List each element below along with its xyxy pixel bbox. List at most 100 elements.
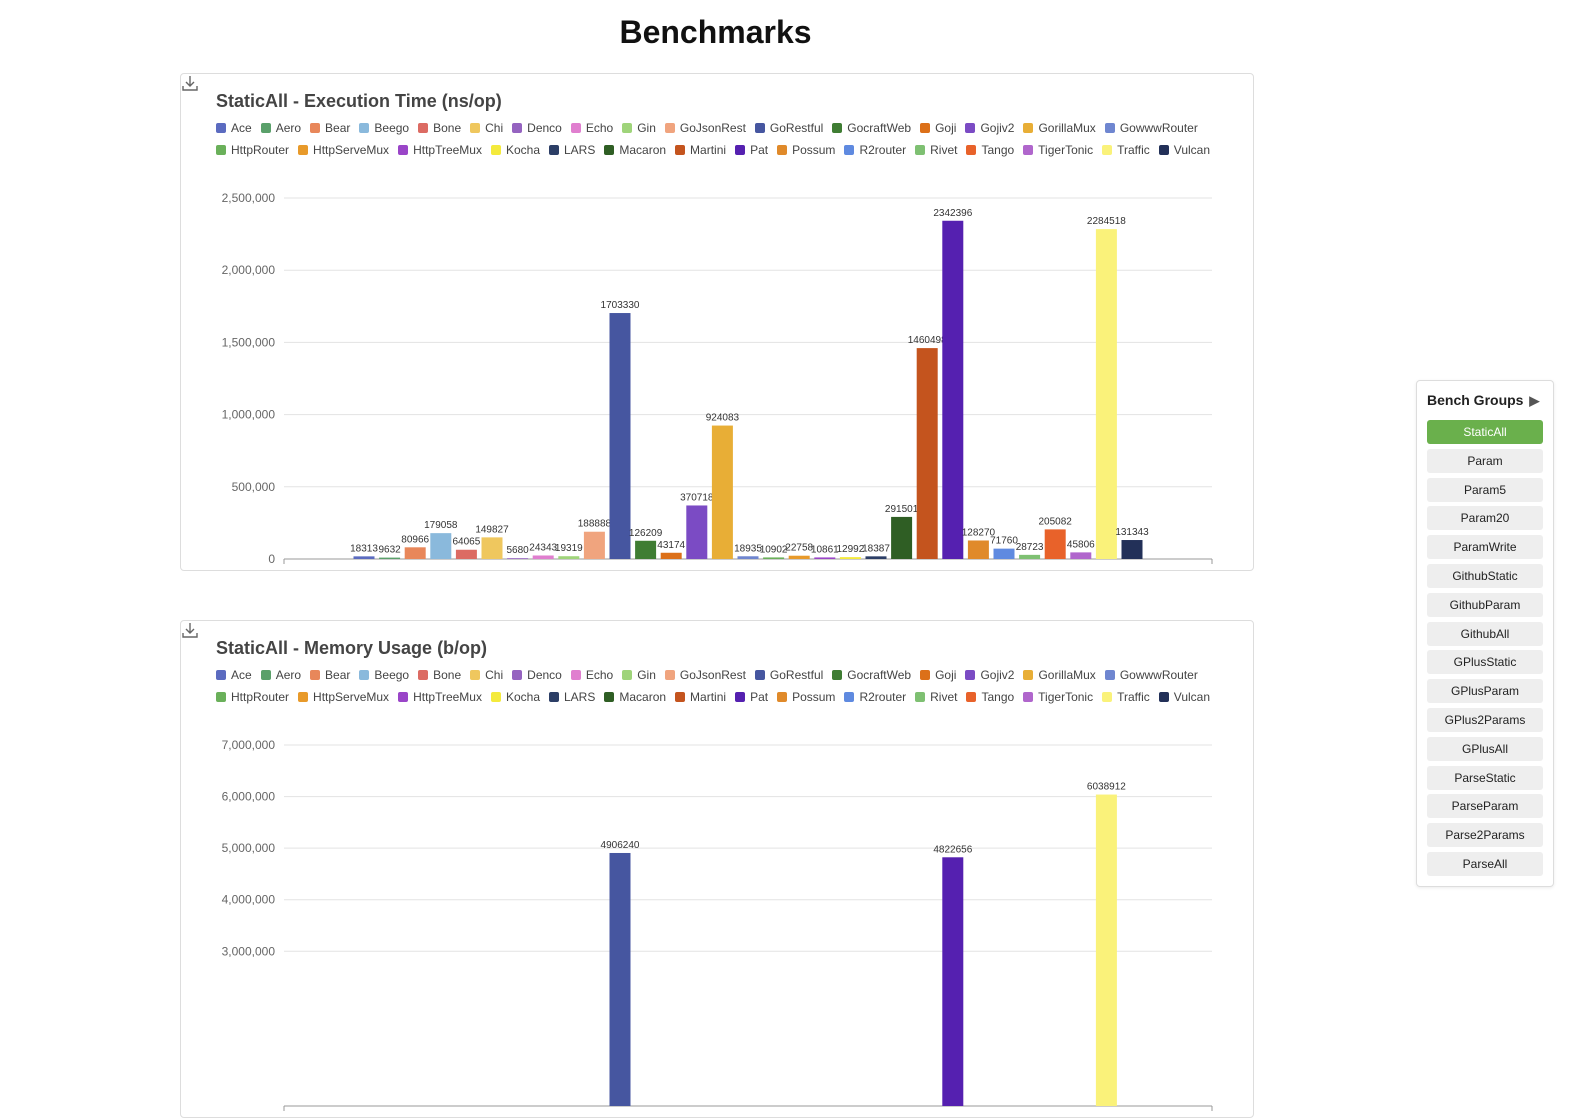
legend-item[interactable]: Bear xyxy=(310,120,350,136)
legend-item[interactable]: HttpTreeMux xyxy=(398,689,482,705)
legend-item[interactable]: Tango xyxy=(966,689,1014,705)
legend-item[interactable]: HttpServeMux xyxy=(298,689,389,705)
legend-item[interactable]: Echo xyxy=(570,120,613,136)
legend-item[interactable]: Macaron xyxy=(604,689,666,705)
legend-swatch xyxy=(604,692,615,702)
group-button[interactable]: GPlusParam xyxy=(1427,679,1543,704)
legend-item[interactable]: HttpRouter xyxy=(216,689,289,705)
legend-label: Martini xyxy=(690,143,727,157)
legend-swatch xyxy=(260,670,271,680)
sidebar-title: Bench Groups xyxy=(1427,392,1524,408)
legend-item[interactable]: Gin xyxy=(622,667,656,683)
group-button[interactable]: GPlus2Params xyxy=(1427,708,1543,732)
legend-swatch xyxy=(216,123,226,133)
group-button[interactable]: Parse2Params xyxy=(1427,823,1543,848)
legend-item[interactable]: Rivet xyxy=(915,142,957,158)
download-button[interactable] xyxy=(181,621,199,639)
legend-item[interactable]: Bear xyxy=(310,667,350,683)
legend-item[interactable]: Ace xyxy=(216,667,252,683)
legend-item[interactable]: Martini xyxy=(675,689,726,705)
group-button[interactable]: GPlusStatic xyxy=(1427,650,1543,675)
legend-swatch xyxy=(1158,145,1169,155)
legend-item[interactable]: TigerTonic xyxy=(1023,142,1093,158)
group-button[interactable]: GithubParam xyxy=(1427,592,1543,617)
legend-item[interactable]: Gojiv2 xyxy=(965,667,1014,683)
legend-label: HttpRouter xyxy=(231,690,290,704)
legend-item[interactable]: Chi xyxy=(470,120,503,136)
legend-swatch xyxy=(470,123,481,133)
legend-item[interactable]: Traffic xyxy=(1102,142,1150,158)
legend-item[interactable]: Martini xyxy=(675,142,726,158)
legend-item[interactable]: Kocha xyxy=(490,142,540,158)
legend-item[interactable]: GowwwRouter xyxy=(1104,667,1198,683)
legend-item[interactable]: HttpRouter xyxy=(216,142,289,158)
legend-item[interactable]: Tango xyxy=(966,142,1014,158)
legend-item[interactable]: GocraftWeb xyxy=(832,120,911,136)
bar xyxy=(967,540,989,559)
legend-item[interactable]: Kocha xyxy=(490,689,540,705)
legend-item[interactable]: GorillaMux xyxy=(1023,120,1096,136)
legend-item[interactable]: Aero xyxy=(260,120,301,136)
legend-item[interactable]: Beego xyxy=(359,120,409,136)
legend-item[interactable]: Possum xyxy=(777,689,835,705)
legend-item[interactable]: HttpTreeMux xyxy=(398,142,482,158)
group-button[interactable]: GPlusAll xyxy=(1427,736,1543,761)
legend-item[interactable]: GoJsonRest xyxy=(664,120,746,136)
legend-item[interactable]: Rivet xyxy=(915,689,957,705)
group-button[interactable]: GithubAll xyxy=(1427,621,1543,646)
legend-item[interactable]: GowwwRouter xyxy=(1104,120,1198,136)
group-button[interactable]: Param20 xyxy=(1427,506,1543,531)
legend-item[interactable]: Beego xyxy=(359,667,409,683)
bar xyxy=(993,548,1015,559)
legend-item[interactable]: Pat xyxy=(735,689,768,705)
group-button[interactable]: ParseParam xyxy=(1427,794,1543,819)
legend-item[interactable]: GoJsonRest xyxy=(664,667,746,683)
group-button[interactable]: GithubStatic xyxy=(1427,564,1543,588)
legend-item[interactable]: Goji xyxy=(920,120,956,136)
legend-item[interactable]: Bone xyxy=(418,120,461,136)
download-button[interactable] xyxy=(181,74,199,92)
group-button[interactable]: StaticAll xyxy=(1427,420,1543,444)
legend-item[interactable]: Traffic xyxy=(1102,689,1150,705)
group-button[interactable]: ParseStatic xyxy=(1427,765,1543,790)
bar xyxy=(711,425,733,559)
legend-item[interactable]: GoRestful xyxy=(754,120,823,136)
legend-item[interactable]: Denco xyxy=(512,667,562,683)
legend-item[interactable]: LARS xyxy=(549,689,595,705)
legend-item[interactable]: TigerTonic xyxy=(1023,689,1093,705)
group-button[interactable]: ParseAll xyxy=(1427,852,1543,876)
legend-label: Bear xyxy=(325,121,351,135)
legend-item[interactable]: Echo xyxy=(570,667,613,683)
legend-item[interactable]: R2router xyxy=(844,142,906,158)
legend-item[interactable]: Bone xyxy=(418,667,461,683)
legend-item[interactable]: Macaron xyxy=(604,142,666,158)
legend-item[interactable]: Ace xyxy=(216,120,252,136)
legend-swatch xyxy=(832,670,843,680)
legend-item[interactable]: Pat xyxy=(735,142,768,158)
legend-item[interactable]: R2router xyxy=(844,689,906,705)
legend-item[interactable]: GocraftWeb xyxy=(832,667,911,683)
legend-item[interactable]: Gin xyxy=(622,120,656,136)
group-button[interactable]: ParamWrite xyxy=(1427,535,1543,560)
group-button[interactable]: Param5 xyxy=(1427,477,1543,502)
legend-swatch xyxy=(359,670,370,680)
legend-item[interactable]: Goji xyxy=(920,667,956,683)
legend-item[interactable]: Gojiv2 xyxy=(965,120,1014,136)
group-button[interactable]: Param xyxy=(1427,448,1543,473)
legend-item[interactable]: HttpServeMux xyxy=(298,142,389,158)
data-label: 4822656 xyxy=(933,844,972,855)
legend-item[interactable]: LARS xyxy=(549,142,595,158)
legend-item[interactable]: GorillaMux xyxy=(1023,667,1096,683)
sidebar-header[interactable]: Bench Groups ▶ xyxy=(1427,392,1539,409)
legend-item[interactable]: GoRestful xyxy=(754,667,823,683)
toggle-icon[interactable]: ▶ xyxy=(1529,393,1540,408)
legend-item[interactable]: Vulcan xyxy=(1158,142,1210,158)
legend-item[interactable]: Possum xyxy=(777,142,835,158)
legend-item[interactable]: Aero xyxy=(260,667,301,683)
legend-item[interactable]: Denco xyxy=(512,120,562,136)
y-tick-label: 2,000,000 xyxy=(222,263,276,277)
legend-item[interactable]: Vulcan xyxy=(1158,689,1210,705)
legend-item[interactable]: Chi xyxy=(470,667,503,683)
legend-swatch xyxy=(298,145,309,155)
bar xyxy=(1070,552,1092,559)
